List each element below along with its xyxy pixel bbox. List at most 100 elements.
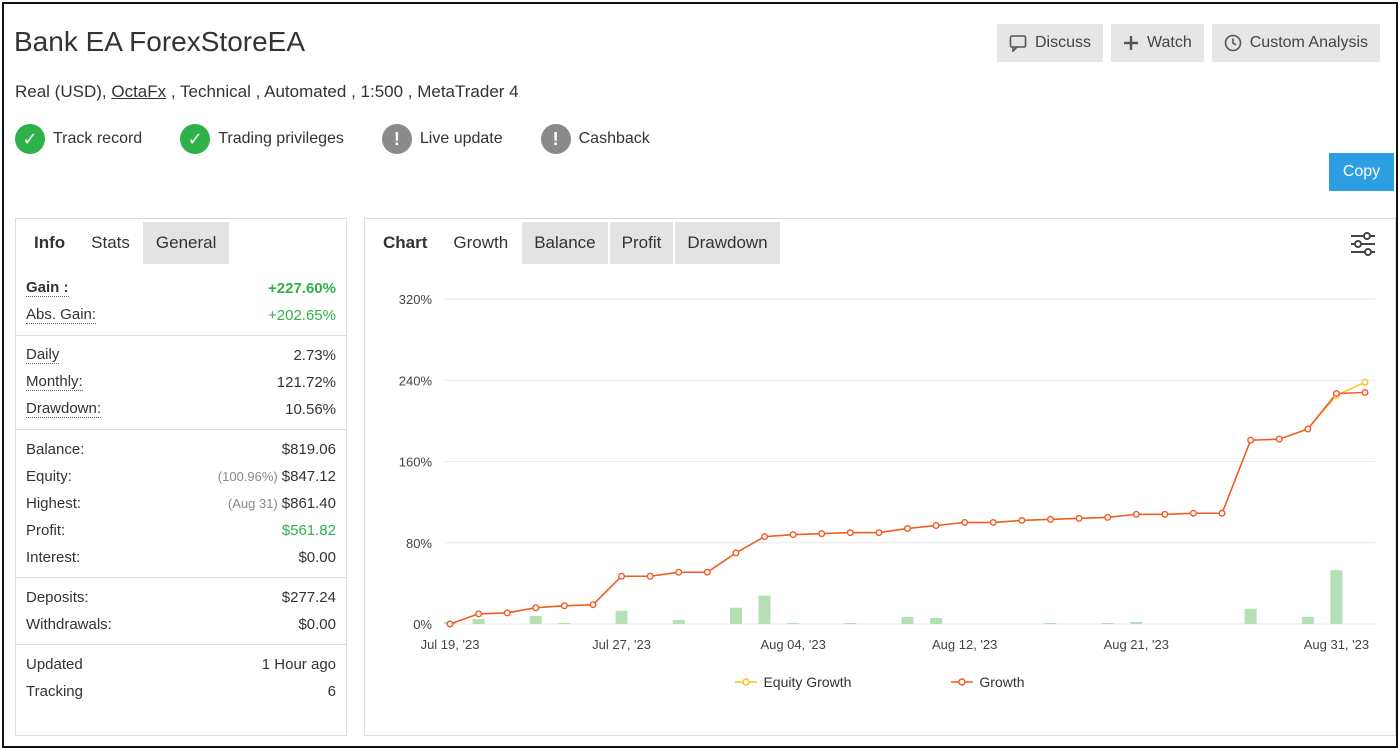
- badge-live-update[interactable]: ! Live update: [381, 124, 503, 154]
- legend-growth[interactable]: Growth: [951, 674, 1025, 690]
- badge-cashback[interactable]: ! Cashback: [540, 124, 650, 154]
- growth-point: [1046, 515, 1054, 523]
- growth-point: [475, 610, 483, 618]
- growth-point: [1304, 425, 1312, 433]
- legend-label: Equity Growth: [763, 674, 852, 690]
- growth-point: [1075, 514, 1083, 522]
- volume-bar: [758, 595, 771, 624]
- volume-bar: [672, 619, 685, 624]
- watch-label: Watch: [1146, 34, 1192, 51]
- x-tick-label: Jul 27, '23: [592, 637, 651, 652]
- tracking-value: 6: [327, 683, 336, 700]
- growth-point: [675, 568, 683, 576]
- interest-label: Interest:: [26, 549, 81, 566]
- custom-analysis-button[interactable]: Custom Analysis: [1211, 24, 1380, 62]
- tracking-label: Tracking: [26, 683, 83, 700]
- monthly-value: 121.72%: [276, 374, 336, 391]
- interest-row: Interest: $0.00: [26, 544, 336, 571]
- volume-bar: [1044, 622, 1057, 624]
- volume-bar: [901, 616, 914, 624]
- profit-value: $561.82: [281, 522, 336, 539]
- growth-point: [1361, 388, 1369, 396]
- filter-settings-icon[interactable]: [1349, 231, 1377, 257]
- volume-bar: [844, 622, 857, 624]
- volume-bar: [1244, 608, 1257, 624]
- balance-label: Balance:: [26, 441, 85, 458]
- withdrawals-row: Withdrawals: $0.00: [26, 611, 336, 638]
- daily-label[interactable]: Daily: [26, 346, 60, 364]
- growth-point: [446, 620, 454, 628]
- check-icon: ✓: [15, 124, 45, 154]
- abs-gain-row: Abs. Gain: +202.65%: [26, 302, 336, 329]
- drawdown-label[interactable]: Drawdown:: [26, 400, 102, 418]
- volume-bar: [930, 617, 943, 624]
- profit-row: Profit: $561.82: [26, 517, 336, 544]
- tab-chart[interactable]: Chart: [383, 233, 428, 252]
- balance-row: Balance: $819.06: [26, 436, 336, 463]
- broker-link[interactable]: OctaFx: [111, 82, 167, 101]
- y-tick-label: 0%: [413, 617, 432, 632]
- daily-value: 2.73%: [293, 347, 336, 364]
- monthly-label[interactable]: Monthly:: [26, 373, 83, 391]
- equity-legend-marker: [735, 678, 758, 686]
- growth-chart[interactable]: 0% 80% 160% 240% 320% Jul 19, '23 Jul 27, '23 A…: [365, 279, 1395, 669]
- volume-bar: [529, 615, 542, 624]
- growth-point: [1332, 389, 1340, 397]
- custom-analysis-label: Custom Analysis: [1249, 34, 1368, 51]
- volume-bar: [787, 622, 800, 624]
- x-tick-label: Aug 21, '23: [1104, 637, 1169, 652]
- equity-row: Equity: (100.96%) $847.12: [26, 463, 336, 490]
- growth-point: [989, 518, 997, 526]
- y-tick-label: 160%: [399, 455, 433, 470]
- growth-point: [703, 568, 711, 576]
- monthly-row: Monthly: 121.72%: [26, 369, 336, 396]
- info-rows: Gain : +227.60% Abs. Gain: +202.65% Dail…: [16, 275, 346, 705]
- exclamation-icon: !: [540, 124, 571, 154]
- growth-point: [818, 530, 826, 538]
- badge-label: Cashback: [578, 130, 650, 147]
- growth-point: [761, 533, 769, 541]
- tab-info[interactable]: Info: [34, 233, 66, 252]
- copy-button[interactable]: Copy: [1329, 153, 1394, 191]
- watch-button[interactable]: Watch: [1110, 24, 1204, 62]
- badge-trading-privileges[interactable]: ✓ Trading privileges: [180, 124, 344, 154]
- discuss-button[interactable]: Discuss: [996, 24, 1103, 62]
- tab-growth[interactable]: Growth: [453, 233, 509, 252]
- gain-label[interactable]: Gain :: [26, 279, 69, 297]
- equity-label: Equity:: [26, 468, 72, 485]
- tab-profit[interactable]: Profit: [609, 222, 674, 264]
- discuss-label: Discuss: [1034, 34, 1091, 51]
- y-tick-label: 80%: [406, 536, 432, 551]
- divider: [16, 644, 346, 645]
- growth-point: [618, 572, 626, 580]
- growth-point: [961, 518, 969, 526]
- growth-point: [732, 549, 740, 557]
- abs-gain-label[interactable]: Abs. Gain:: [26, 306, 97, 324]
- divider: [16, 335, 346, 336]
- check-icon: ✓: [180, 124, 211, 154]
- chart-tabs: Chart Growth Balance Profit Drawdown: [365, 219, 1395, 267]
- daily-row: Daily 2.73%: [26, 342, 336, 369]
- info-tabs: Info Stats General: [16, 219, 346, 267]
- growth-legend-marker: [951, 678, 974, 686]
- tab-general[interactable]: General: [142, 222, 230, 264]
- updated-label: Updated: [26, 656, 83, 673]
- volume-bar: [558, 622, 571, 624]
- growth-point: [932, 521, 940, 529]
- account-type: Real (USD),: [15, 82, 112, 101]
- growth-point: [789, 531, 797, 539]
- badge-label: Track record: [53, 130, 143, 147]
- highest-value-group: (Aug 31) $861.40: [228, 495, 336, 512]
- tab-stats[interactable]: Stats: [91, 233, 130, 252]
- updated-value: 1 Hour ago: [261, 656, 336, 673]
- tab-balance[interactable]: Balance: [522, 222, 608, 264]
- badge-track-record[interactable]: ✓ Track record: [15, 124, 142, 154]
- volume-bar: [615, 610, 628, 624]
- highest-value: $861.40: [281, 495, 336, 512]
- growth-point: [846, 529, 854, 537]
- tab-drawdown[interactable]: Drawdown: [675, 222, 780, 264]
- growth-point: [1132, 510, 1140, 518]
- legend-equity-growth[interactable]: Equity Growth: [735, 674, 851, 690]
- volume-bar: [472, 618, 485, 624]
